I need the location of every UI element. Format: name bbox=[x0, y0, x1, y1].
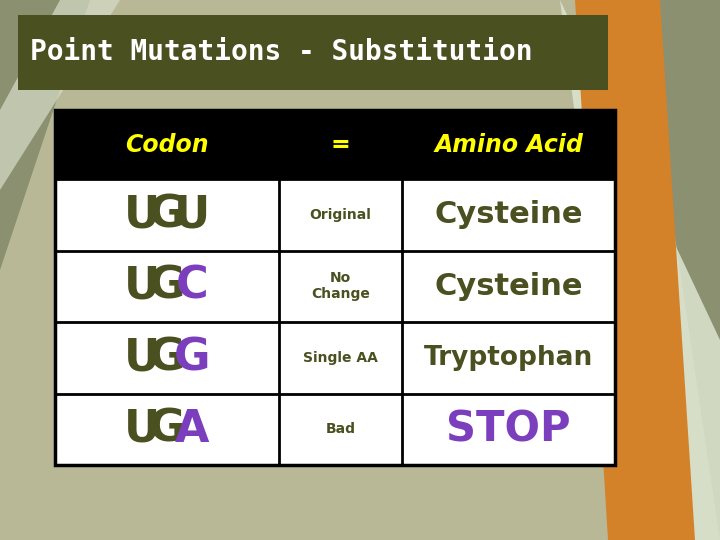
Text: G: G bbox=[149, 336, 185, 379]
Text: U: U bbox=[174, 193, 210, 237]
Text: Amino Acid: Amino Acid bbox=[434, 133, 583, 157]
Text: No
Change: No Change bbox=[311, 271, 370, 301]
Text: G: G bbox=[149, 265, 185, 308]
Text: Codon: Codon bbox=[125, 133, 209, 157]
Text: A: A bbox=[175, 408, 210, 451]
Bar bbox=[18, 15, 608, 90]
Polygon shape bbox=[560, 0, 720, 540]
Bar bbox=[55, 110, 615, 179]
Polygon shape bbox=[0, 0, 90, 270]
Text: Cysteine: Cysteine bbox=[434, 200, 583, 230]
Text: U: U bbox=[124, 265, 160, 308]
Text: G: G bbox=[149, 193, 185, 237]
Text: Bad: Bad bbox=[325, 422, 356, 436]
Text: U: U bbox=[124, 193, 160, 237]
Text: Cysteine: Cysteine bbox=[434, 272, 583, 301]
Polygon shape bbox=[0, 0, 120, 190]
Text: Point Mutations - Substitution: Point Mutations - Substitution bbox=[30, 38, 533, 66]
Text: Single AA: Single AA bbox=[303, 351, 378, 365]
Bar bbox=[55, 110, 615, 465]
Text: U: U bbox=[124, 408, 160, 451]
Text: Tryptophan: Tryptophan bbox=[424, 345, 593, 371]
Polygon shape bbox=[640, 0, 720, 540]
Text: STOP: STOP bbox=[446, 408, 571, 450]
Polygon shape bbox=[575, 0, 695, 540]
Text: G: G bbox=[149, 408, 185, 451]
Text: =: = bbox=[330, 133, 351, 157]
Text: Original: Original bbox=[310, 208, 372, 222]
Text: G: G bbox=[174, 336, 210, 379]
Text: U: U bbox=[124, 336, 160, 379]
Text: C: C bbox=[176, 265, 208, 308]
